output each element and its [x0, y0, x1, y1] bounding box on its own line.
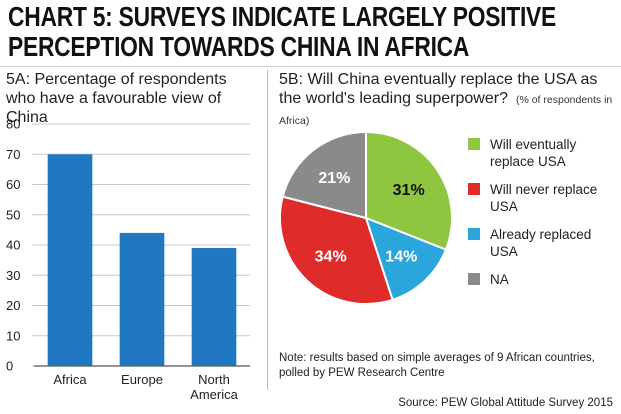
y-tick-label: 40	[6, 238, 20, 253]
headline-line-2: PERCEPTION TOWARDS CHINA IN AFRICA	[8, 31, 470, 62]
y-tick-label: 50	[6, 207, 20, 222]
legend-item: NA	[468, 271, 618, 288]
pie-slice	[279, 195, 394, 305]
legend-swatch	[468, 138, 480, 150]
x-category-label: North America	[190, 372, 238, 402]
bar	[191, 248, 237, 366]
y-tick-label: 10	[6, 328, 20, 343]
pie-chart: 31% 14% 34% 21%	[279, 130, 453, 305]
bar-chart-title: 5A: Percentage of respondents who have a…	[6, 71, 227, 126]
legend-swatch	[468, 183, 480, 195]
panel-divider	[267, 70, 268, 390]
legend-label: NA	[490, 272, 509, 287]
y-tick-label: 60	[6, 177, 20, 192]
pie-slice	[281, 130, 367, 220]
footnote: Note: results based on simple averages o…	[279, 352, 595, 379]
legend-swatch	[468, 228, 480, 240]
legend-item: Already replaced USA	[468, 226, 618, 260]
bar	[119, 232, 165, 366]
pie-slice-label: 14%	[385, 249, 417, 266]
pie-slice	[365, 130, 453, 251]
legend-item: Will never replace USA	[468, 181, 618, 215]
y-tick-label: 80	[6, 117, 20, 132]
legend-swatch	[468, 273, 480, 285]
pie-slice-label: 34%	[315, 249, 347, 266]
pie-chart-title-text: 5B: Will China eventually replace the US…	[279, 71, 598, 107]
bar	[47, 154, 93, 366]
legend-label: Already replaced USA	[490, 227, 592, 259]
pie-chart-title: 5B: Will China eventually replace the US…	[279, 70, 619, 131]
x-category-label: Europe	[121, 372, 163, 387]
legend-label: Will eventually replace USA	[490, 137, 577, 169]
x-category-label: Africa	[53, 372, 87, 387]
pie-chart-subtitle: (% of respondents in Africa)	[279, 94, 613, 127]
y-tick-label: 70	[6, 147, 20, 162]
headline-line-1: CHART 5: SURVEYS INDICATE LARGELY POSITI…	[8, 1, 557, 32]
y-tick-label: 20	[6, 298, 20, 313]
pie-slice-label: 31%	[393, 182, 425, 199]
pie-legend: Will eventually replace USA Will never re…	[468, 136, 618, 299]
legend-item: Will eventually replace USA	[468, 136, 618, 170]
bar-chart: 0 10 20 30 40 50 60 70 80 Africa Europe North Americ…	[6, 117, 250, 402]
source-credit: Source: PEW Global Attitude Survey 2015	[398, 397, 613, 409]
chart-headline: CHART 5: SURVEYS INDICATE LARGELY POSITI…	[8, 1, 557, 62]
y-tick-label: 0	[6, 359, 13, 374]
header-rule	[0, 66, 621, 67]
legend-label: Will never replace USA	[490, 182, 598, 214]
y-tick-label: 30	[6, 268, 20, 283]
pie-slice-label: 21%	[318, 170, 350, 187]
